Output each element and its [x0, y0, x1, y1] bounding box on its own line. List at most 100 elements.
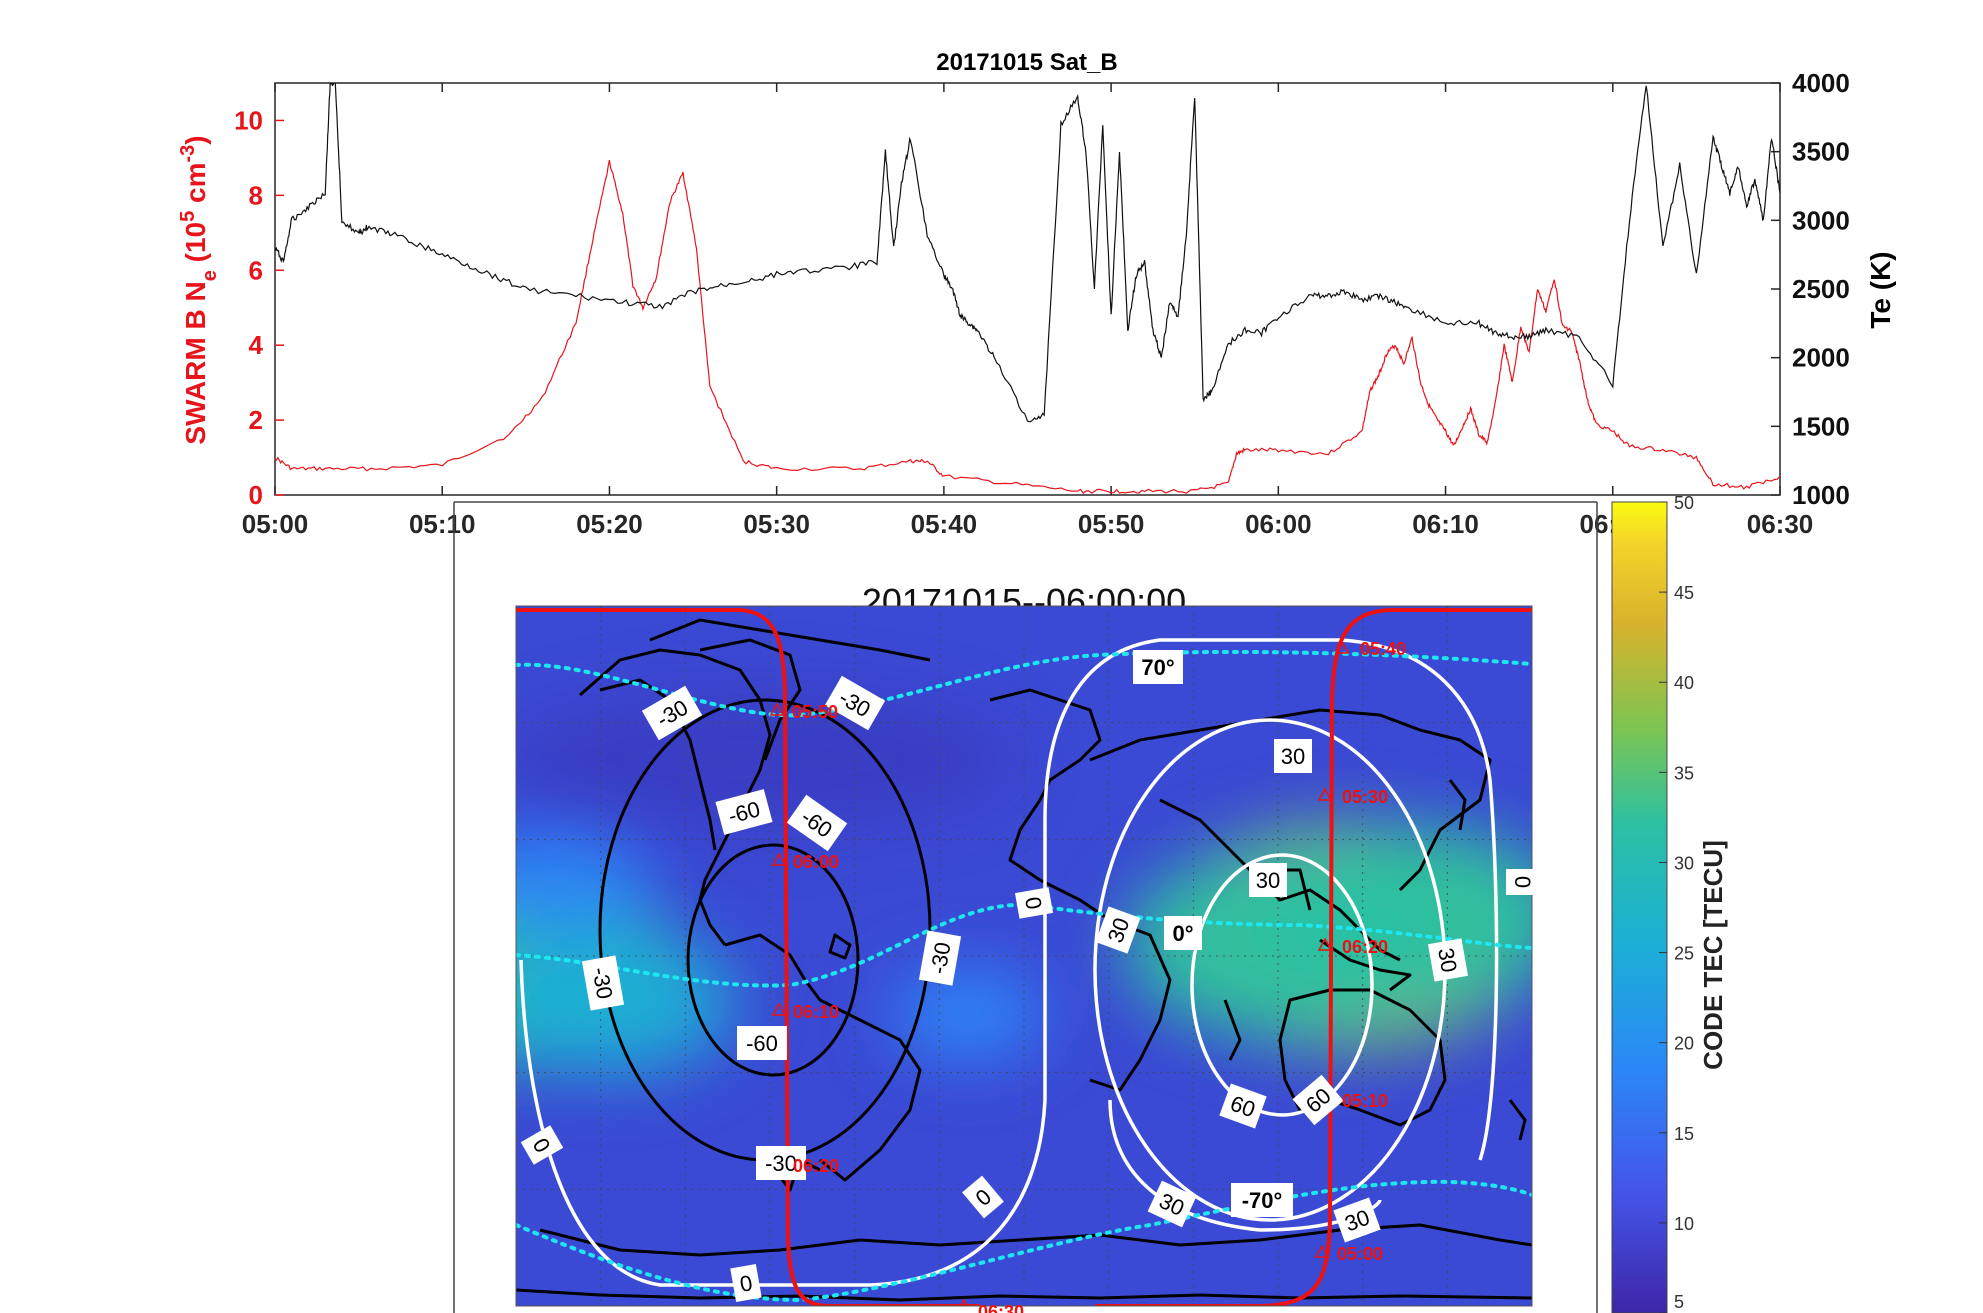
- tec-blob: [1267, 826, 1532, 1008]
- contour-labels: 70° 0° -70° 30 30 60 60 30 30 30 30 0 0 0 0 0 -30 -30 -60 -…: [520, 650, 1540, 1302]
- right-y-tick-label: 2500: [1792, 274, 1850, 304]
- contour-label-text: 0: [1020, 895, 1047, 911]
- contour-label: 60: [1219, 1083, 1267, 1129]
- contour-label: 0: [520, 1125, 564, 1165]
- left-y-tick-label: 6: [249, 255, 263, 285]
- contour-label-box: [786, 794, 848, 852]
- map-frame: [515, 605, 1533, 1307]
- contour-label-text: 30: [1433, 946, 1462, 974]
- contour-label-text: -30: [765, 1151, 797, 1176]
- contour-label-box: [730, 1264, 762, 1302]
- orbit-time-label: 06:20: [1342, 937, 1388, 957]
- te-series-line: [275, 83, 1780, 423]
- colorbar-tick-label: 15: [1674, 1124, 1694, 1144]
- left-y-tick-label: 4: [249, 330, 264, 360]
- contour-label-text: -70°: [1242, 1188, 1283, 1213]
- left-y-tick-label: 0: [249, 480, 263, 510]
- contour-label: 0: [730, 1264, 762, 1302]
- orbit-time-marker: [1317, 937, 1333, 951]
- contour-label-box: [824, 675, 886, 731]
- x-tick-label: 05:50: [1078, 509, 1145, 539]
- orbit-time-marker: [769, 702, 785, 716]
- contour-label: 0: [1506, 869, 1540, 895]
- contour-label-box: [1133, 650, 1183, 684]
- swarm-b-orbit-track: [516, 608, 1532, 1306]
- tec-map-panel: 20171015--06:00:00: [453, 493, 1728, 1313]
- contour-label: 30: [1249, 863, 1287, 897]
- contour-label: 60: [1292, 1074, 1344, 1126]
- colorbar-tick-label: 5: [1674, 1292, 1684, 1312]
- orbit-time-label: 06:30: [978, 1302, 1024, 1313]
- x-tick-label: 05:20: [576, 509, 643, 539]
- colorbar-tick-label: 50: [1674, 493, 1694, 513]
- coastlines: [516, 618, 1532, 1302]
- orbit-time-label: 05:50: [792, 702, 838, 722]
- left-y-tick-label: 8: [249, 180, 263, 210]
- left-y-tick-label: 2: [249, 405, 263, 435]
- right-y-tick-label: 2000: [1792, 343, 1850, 373]
- contour-label: -60: [737, 1026, 787, 1060]
- colorbar: [1611, 501, 1668, 1313]
- contour-label: 30: [1095, 906, 1141, 954]
- contour-label: 30: [1427, 938, 1469, 982]
- contour-label-box: [962, 1175, 1004, 1219]
- contour-label-box: [1292, 1074, 1344, 1126]
- contour-label: -30: [581, 955, 625, 1011]
- ne-series-line: [275, 159, 1780, 494]
- contour-label: -60: [715, 789, 773, 835]
- contour-label-text: -30: [587, 965, 617, 1001]
- orbit-time-marker: [1314, 1244, 1330, 1258]
- contour-label-text: 30: [1256, 868, 1280, 893]
- top-chart-title: 20171015 Sat_B: [936, 49, 1117, 76]
- contour-label: -30: [756, 1146, 806, 1180]
- contour-label: 30: [1274, 739, 1312, 773]
- right-y-tick-label: 3000: [1792, 205, 1850, 235]
- x-tick-label: 06:00: [1245, 509, 1312, 539]
- right-y-tick-label: 4000: [1792, 68, 1850, 98]
- contour-label-box: [715, 789, 773, 835]
- x-tick-label: 06:30: [1747, 509, 1814, 539]
- contour-label-text: 30: [1281, 744, 1305, 769]
- contour-label-text: -60: [746, 1031, 778, 1056]
- orbit-time-labels: 05:40 05:50 05:30 06:00 06:20 06:10 05:10 06:20…: [792, 639, 1406, 1313]
- right-y-tick-label: 1500: [1792, 411, 1850, 441]
- orbit-time-label: 05:30: [1342, 787, 1388, 807]
- contour-label-text: 0: [738, 1270, 754, 1297]
- tec-blob: [516, 822, 652, 935]
- contour-label-box: [1427, 938, 1469, 982]
- contour-label-box: [1015, 887, 1053, 919]
- right-y-tick-label: 3500: [1792, 137, 1850, 167]
- contour-label-box: [1274, 739, 1312, 773]
- top-time-series-chart: 20171015 Sat_B 05:00 05:10 05:20 05:30 05:40…: [177, 49, 1896, 539]
- contour-label: 0: [1015, 887, 1053, 919]
- left-y-tick-label: 10: [234, 105, 263, 135]
- orbit-time-label: 05:40: [1360, 639, 1406, 659]
- orbit-time-label: 06:00: [793, 852, 839, 872]
- contour-label: 70°: [1133, 650, 1183, 684]
- colorbar-ticks: 5 10 15 20 25 30 35 40 45 50: [1659, 493, 1694, 1313]
- contour-label-box: [1219, 1083, 1267, 1129]
- colorbar-tick-label: 35: [1674, 763, 1694, 783]
- right-y-axis: 1000 1500 2000 2500 3000 3500 4000: [1771, 68, 1850, 510]
- x-tick-label: 06:10: [1412, 509, 1479, 539]
- colorbar-tick-label: 45: [1674, 583, 1694, 603]
- contour-label-text: 0°: [1172, 921, 1193, 946]
- colorbar-tick-label: 25: [1674, 944, 1694, 964]
- colorbar-tick-label: 20: [1674, 1034, 1694, 1054]
- right-y-axis-label: Te (K): [1865, 251, 1896, 328]
- top-plot-frame: [274, 82, 1781, 496]
- colorbar-tick-label: 30: [1674, 853, 1694, 873]
- tec-heatmap: [516, 606, 1532, 1306]
- x-tick-label: 05:40: [911, 509, 978, 539]
- contour-label: -30: [918, 930, 962, 986]
- orbit-time-marker: [1317, 787, 1333, 801]
- contour-label-box: [756, 1146, 806, 1180]
- orbit-time-label: 05:00: [1337, 1244, 1383, 1264]
- contour-label-box: [1147, 1180, 1197, 1228]
- x-tick-label: 05:30: [743, 509, 810, 539]
- left-y-axis: 0 2 4 6 8 10: [234, 105, 284, 510]
- contour-label: 0: [962, 1175, 1004, 1219]
- contour-label-box: [1231, 1183, 1293, 1217]
- contour-label-box: [1506, 869, 1540, 895]
